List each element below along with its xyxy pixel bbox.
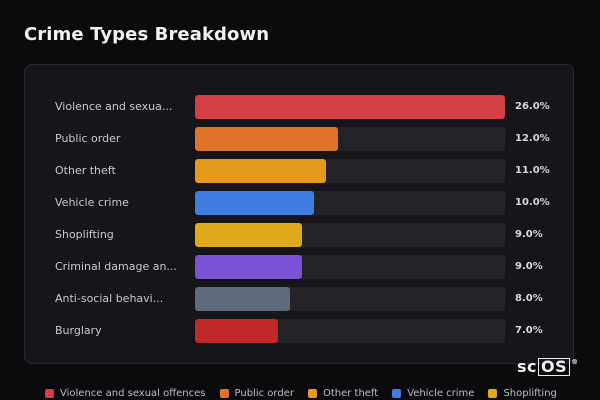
bar-category-label: Criminal damage an...: [55, 260, 177, 273]
bar: [195, 127, 338, 151]
legend-item: Public order: [219, 387, 294, 399]
scos-watermark-logo: sc OS ®: [517, 357, 579, 376]
legend-label: Other theft: [322, 387, 379, 399]
bar-value-label: 10.0%: [515, 197, 550, 208]
bar-value-label: 7.0%: [515, 325, 543, 336]
bar-category-label: Vehicle crime: [55, 196, 129, 209]
watermark-registered: ®: [571, 357, 579, 366]
legend-item: Vehicle crime: [392, 388, 474, 399]
bar-row: Shoplifting 9.0%: [25, 223, 575, 247]
legend-item: Shoplifting: [488, 387, 557, 399]
bar-value-label: 26.0%: [515, 101, 550, 112]
legend-label: Violence and sexual offences: [60, 387, 206, 399]
bar-row: Anti-social behavi... 8.0%: [25, 287, 575, 311]
chart-card: Violence and sexua... 26.0% Public order 12…: [24, 64, 574, 364]
bar: [195, 319, 278, 343]
bar-row: Other theft 11.0%: [25, 159, 575, 183]
bar: [195, 287, 290, 311]
bar-value-label: 9.0%: [515, 229, 543, 240]
bar-track: [195, 95, 505, 119]
bar-value-label: 11.0%: [515, 165, 550, 176]
bar-track: [195, 127, 505, 151]
legend-swatch: [307, 388, 317, 398]
legend-swatch: [488, 388, 498, 398]
legend-label: Public order: [234, 387, 294, 399]
bar-track: [195, 319, 505, 343]
bar-value-label: 8.0%: [515, 293, 543, 304]
legend-swatch: [392, 388, 402, 398]
bar-track: [195, 287, 505, 311]
bar-category-label: Shoplifting: [55, 228, 114, 241]
legend-swatch: [219, 388, 229, 398]
bar-category-label: Public order: [55, 132, 121, 145]
bar-track: [195, 191, 505, 215]
bar-track: [195, 223, 505, 247]
legend-label: Vehicle crime: [407, 387, 475, 399]
bar-category-label: Other theft: [55, 164, 116, 177]
legend-label: Shoplifting: [503, 387, 557, 399]
bar-row: Criminal damage an... 9.0%: [25, 255, 575, 279]
chart-legend: Violence and sexual offences Public order…: [45, 386, 571, 400]
bar-value-label: 12.0%: [515, 133, 550, 144]
watermark-prefix: sc: [517, 357, 538, 376]
bar-track: [195, 159, 505, 183]
legend-item: Violence and sexual offences: [45, 388, 206, 399]
bar: [195, 223, 302, 247]
bar-category-label: Violence and sexua...: [55, 100, 173, 113]
bar-category-label: Burglary: [55, 324, 102, 337]
bar: [195, 95, 505, 119]
bar-row: Vehicle crime 10.0%: [25, 191, 575, 215]
page-title: Crime Types Breakdown: [24, 24, 270, 45]
bar-row: Public order 12.0%: [25, 127, 575, 151]
bar-category-label: Anti-social behavi...: [55, 292, 164, 305]
bar: [195, 159, 326, 183]
bar-value-label: 9.0%: [515, 261, 543, 272]
bar-row: Violence and sexua... 26.0%: [25, 95, 575, 119]
bar-row: Burglary 7.0%: [25, 319, 575, 343]
legend-swatch: [45, 388, 54, 398]
bar-track: [195, 255, 505, 279]
bar: [195, 191, 314, 215]
watermark-boxed-text: OS: [538, 357, 571, 376]
bar: [195, 255, 302, 279]
legend-item: Other theft: [307, 387, 379, 399]
